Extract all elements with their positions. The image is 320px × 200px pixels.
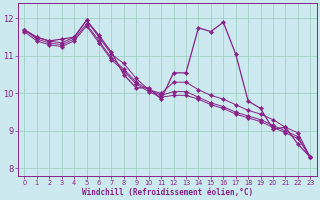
X-axis label: Windchill (Refroidissement éolien,°C): Windchill (Refroidissement éolien,°C) [82, 188, 253, 197]
